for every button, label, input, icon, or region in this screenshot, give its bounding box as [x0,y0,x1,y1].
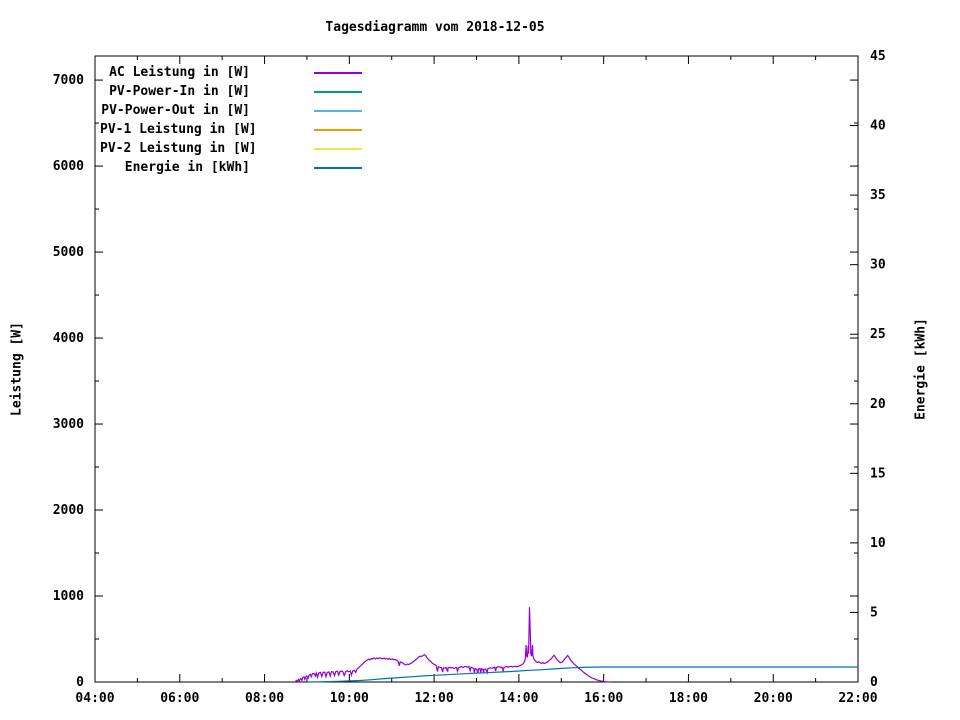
series-line-0 [294,607,611,683]
legend-line-sample [314,166,362,169]
y2-tick-label: 10 [870,536,886,551]
y-tick-label: 3000 [53,417,84,432]
y2-tick-label: 0 [870,675,878,690]
y-tick-label: 1000 [53,589,84,604]
y2-ticks: 0 5 10 15 20 25 30 35 40 45 [850,49,886,690]
x-tick-label: 22:00 [838,691,877,706]
y2-tick-label: 35 [870,188,886,203]
legend-item-ac-leistung: AC Leistung in [W] [100,63,362,82]
legend-item-pv2-leistung: PV-2 Leistung in [W] [100,139,362,158]
legend: AC Leistung in [W] PV-Power-In in [W] PV… [100,63,362,177]
series-lines [294,607,858,683]
x-tick-label: 08:00 [245,691,284,706]
legend-line-sample [314,128,362,131]
legend-line-sample [314,109,362,112]
y-tick-label: 5000 [53,245,84,260]
x-tick-label: 06:00 [160,691,199,706]
y2-tick-label: 40 [870,119,886,134]
legend-item-pv-power-out: PV-Power-Out in [W] [100,101,362,120]
legend-label: PV-1 Leistung in [W] [100,122,257,137]
y-tick-label: 6000 [53,159,84,174]
y-tick-label: 2000 [53,503,84,518]
x-tick-label: 12:00 [415,691,454,706]
y-tick-label: 7000 [53,73,84,88]
x-tick-label: 18:00 [669,691,708,706]
x-tick-label: 16:00 [584,691,623,706]
x-tick-label: 04:00 [75,691,114,706]
legend-line-sample [314,90,362,93]
series-line-5 [306,666,858,683]
legend-line-sample [314,147,362,150]
legend-label: AC Leistung in [W] [109,65,250,80]
x-tick-label: 10:00 [330,691,369,706]
legend-line-sample [314,71,362,74]
legend-item-energie: Energie in [kWh] [100,158,362,177]
y-tick-label: 0 [76,675,84,690]
x-tick-label: 20:00 [754,691,793,706]
y2-axis-title: Energie [kWh] [913,318,929,420]
y2-tick-label: 15 [870,466,886,481]
y2-tick-label: 25 [870,327,886,342]
y2-tick-label: 20 [870,397,886,412]
legend-item-pv-power-in: PV-Power-In in [W] [100,82,362,101]
y2-tick-label: 30 [870,258,886,273]
legend-label: PV-Power-Out in [W] [101,103,250,118]
chart-title: Tagesdiagramm vom 2018-12-05 [325,20,545,35]
x-tick-label: 14:00 [499,691,538,706]
y-ticks: 0 1000 2000 3000 4000 5000 6000 7000 [53,73,858,690]
y-axis-title: Leistung [W] [9,322,25,416]
legend-label: Energie in [kWh] [124,160,250,175]
y2-tick-label: 5 [870,605,878,620]
legend-label: PV-Power-In in [W] [109,84,250,99]
y-tick-label: 4000 [53,331,84,346]
y2-tick-label: 45 [870,49,886,64]
legend-item-pv1-leistung: PV-1 Leistung in [W] [100,120,362,139]
legend-label: PV-2 Leistung in [W] [100,141,257,156]
